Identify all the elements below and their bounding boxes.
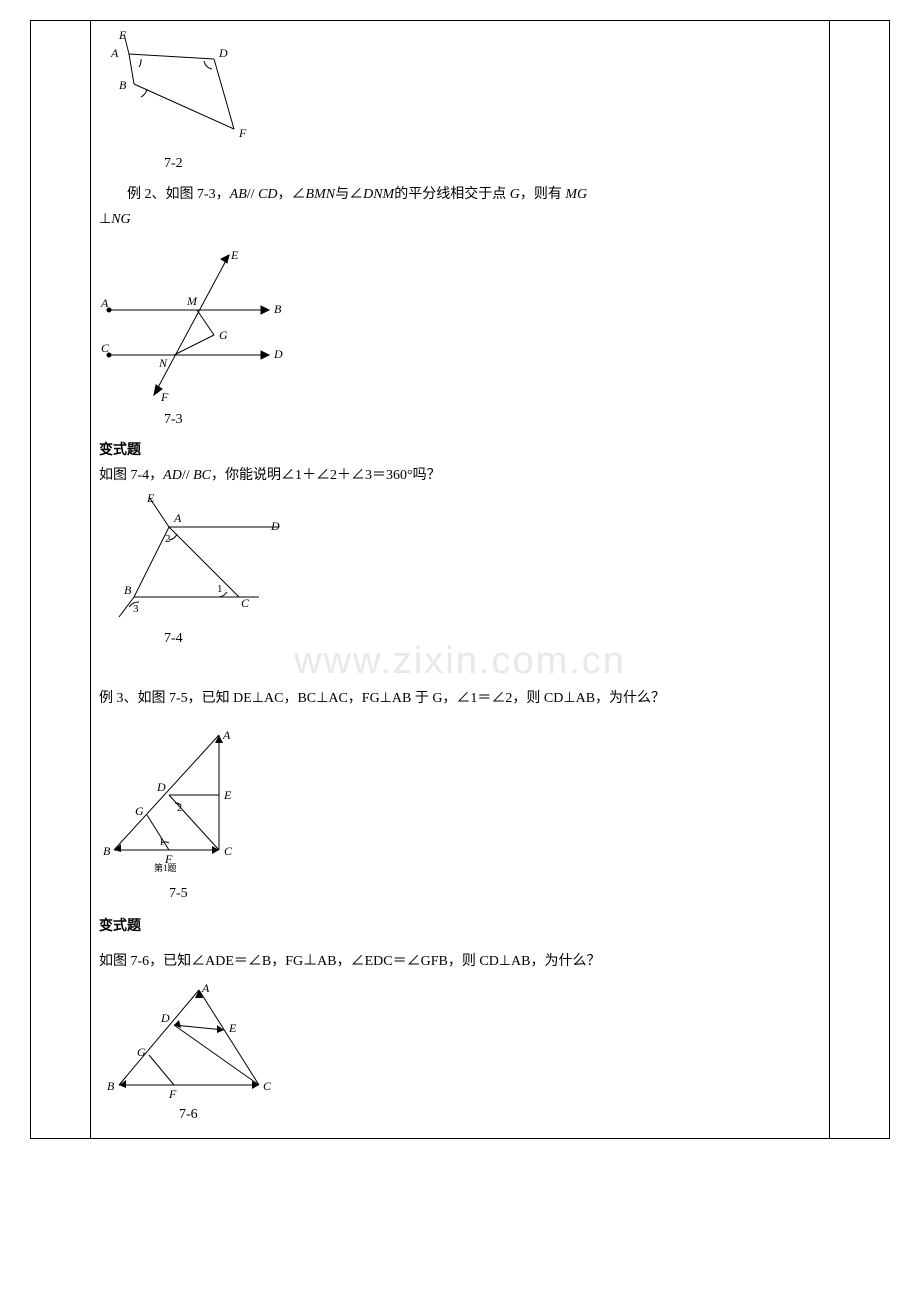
fig75-label-c: C — [224, 844, 233, 858]
ex2-t2: // — [247, 187, 258, 202]
variant-heading-2: 变式题 — [99, 914, 821, 939]
ex2-i2: CD — [258, 187, 277, 202]
fig76-label-b: B — [107, 1079, 115, 1093]
figure-7-5-caption: 7-5 — [99, 881, 821, 906]
fig74-label-b: B — [124, 583, 132, 597]
fig74-label-1: 1 — [217, 583, 223, 595]
fig74-label-a: A — [173, 511, 182, 525]
fig74-label-d: D — [270, 519, 280, 533]
fig74-label-e: E — [146, 492, 155, 505]
figure-7-3: A B C D E F M N G 7-3 — [99, 245, 821, 432]
v1-t1: 如图 7-4， — [99, 468, 163, 483]
fig76-label-g: G — [137, 1045, 146, 1059]
fig76-label-a: A — [201, 981, 210, 995]
v1-i1: AD — [163, 468, 182, 483]
fig73-label-n: N — [158, 356, 168, 370]
v1-t3: ，你能说明∠1＋∠2＋∠3＝360°吗？ — [211, 468, 441, 483]
fig75-label-b: B — [103, 844, 111, 858]
figure-7-4: E A D B C 2 1 3 — [99, 492, 821, 622]
fig73-label-a: A — [100, 296, 109, 310]
page-table: A B E D F 7-2 例 2、如图 7-3，AB// CD，∠BMN与∠D… — [30, 20, 890, 1139]
fig74-label-2: 2 — [165, 533, 171, 545]
ex2-i1: AB — [230, 187, 247, 202]
ex2-t5: 的平分线相交于点 — [394, 187, 510, 202]
fig75-label-di1ti: 第1题 — [154, 862, 177, 873]
figure-7-6-caption: 7-6 — [99, 1102, 821, 1127]
figure-7-5-svg: A B C D E G F 2 1 第1题 — [99, 725, 269, 875]
fig73-label-c: C — [101, 341, 110, 355]
fig73-label-g: G — [219, 328, 228, 342]
fig75-label-g: G — [135, 804, 144, 818]
right-margin-col — [830, 21, 890, 1139]
figure-7-4-caption: 7-4 — [99, 626, 821, 651]
ex2-t4: 与∠ — [335, 187, 363, 202]
v1-i2: BC — [193, 468, 211, 483]
figure-7-2: A B E D F 7-2 — [99, 29, 821, 176]
fig74-label-3: 3 — [133, 603, 139, 615]
variant-2-text: 如图 7-6，已知∠ADE＝∠B，FG⊥AB，∠EDC＝∠GFB，则 CD⊥AB… — [99, 949, 821, 974]
ex2-i3: BMN — [306, 187, 336, 202]
fig75-label-d: D — [156, 780, 166, 794]
fig75-label-2: 2 — [177, 803, 182, 814]
figure-7-4-svg: E A D B C 2 1 3 — [99, 492, 299, 622]
variant-1-text: 如图 7-4，AD// BC，你能说明∠1＋∠2＋∠3＝360°吗？ — [99, 463, 821, 488]
fig73-label-d: D — [273, 347, 283, 361]
ex2-i5: G — [510, 187, 520, 202]
ex2-t7: ⊥ — [99, 212, 111, 227]
example-2-text-line2: ⊥NG — [99, 207, 821, 232]
fig75-label-a: A — [222, 728, 231, 742]
fig76-label-d: D — [160, 1011, 170, 1025]
figure-7-6-svg: A B C D E G F — [99, 980, 289, 1100]
fig76-label-e: E — [228, 1021, 237, 1035]
variant-heading-1: 变式题 — [99, 438, 821, 463]
fig72-label-a: A — [110, 46, 119, 60]
fig73-label-f: F — [160, 390, 169, 404]
fig72-label-e: E — [118, 29, 127, 42]
figure-7-5: A B C D E G F 2 1 第1题 7-5 — [99, 725, 821, 906]
left-margin-col — [31, 21, 91, 1139]
content-column: A B E D F 7-2 例 2、如图 7-3，AB// CD，∠BMN与∠D… — [91, 21, 830, 1139]
fig74-label-c: C — [241, 596, 250, 610]
example-2-text: 例 2、如图 7-3，AB// CD，∠BMN与∠DNM的平分线相交于点 G，则… — [99, 182, 821, 207]
v1-t2: // — [182, 468, 193, 483]
fig73-label-m: M — [186, 294, 198, 308]
fig76-label-c: C — [263, 1079, 272, 1093]
fig75-label-1: 1 — [159, 837, 164, 848]
figure-7-3-svg: A B C D E F M N G — [99, 245, 289, 405]
ex2-t6: ，则有 — [520, 187, 566, 202]
figure-7-6: A B C D E G F 7-6 — [99, 980, 821, 1127]
fig76-label-f: F — [168, 1087, 177, 1100]
ex2-i6: MG — [565, 187, 587, 202]
figure-7-3-caption: 7-3 — [99, 407, 821, 432]
fig72-label-d: D — [218, 46, 228, 60]
fig75-label-e: E — [223, 788, 232, 802]
ex2-t3: ，∠ — [278, 187, 306, 202]
fig73-label-b: B — [274, 302, 282, 316]
figure-7-2-caption: 7-2 — [99, 151, 821, 176]
ex2-i4: DNM — [363, 187, 394, 202]
ex2-t1: 例 2、如图 7-3， — [127, 187, 230, 202]
figure-7-2-svg: A B E D F — [99, 29, 279, 149]
fig72-label-f: F — [238, 126, 247, 140]
fig72-label-b: B — [119, 78, 127, 92]
fig73-label-e: E — [230, 248, 239, 262]
ex2-i7: NG — [111, 212, 130, 227]
